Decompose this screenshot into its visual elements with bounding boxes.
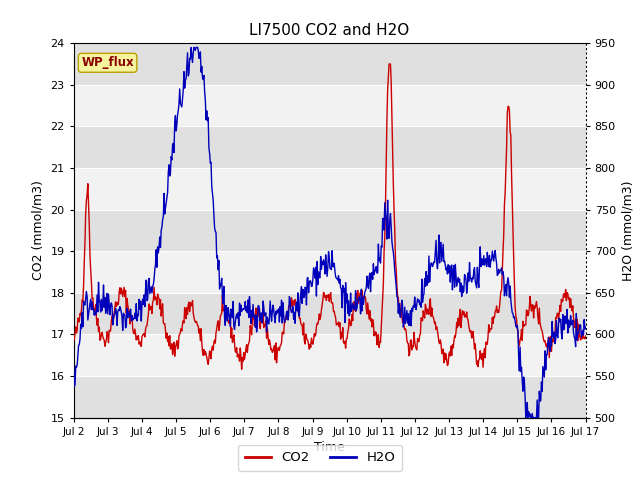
- Bar: [74, 376, 586, 418]
- Y-axis label: CO2 (mmol/m3): CO2 (mmol/m3): [32, 180, 45, 280]
- Text: WP_flux: WP_flux: [81, 56, 134, 69]
- Bar: [74, 168, 586, 210]
- Bar: [74, 85, 586, 126]
- Bar: [74, 251, 586, 293]
- Legend: CO2, H2O: CO2, H2O: [238, 445, 402, 471]
- Bar: [74, 43, 586, 85]
- Bar: [74, 126, 586, 168]
- X-axis label: Time: Time: [314, 441, 345, 454]
- Bar: [74, 293, 586, 335]
- Bar: [74, 335, 586, 376]
- Y-axis label: H2O (mmol/m3): H2O (mmol/m3): [621, 180, 634, 281]
- Bar: [74, 210, 586, 251]
- Title: LI7500 CO2 and H2O: LI7500 CO2 and H2O: [250, 23, 410, 38]
